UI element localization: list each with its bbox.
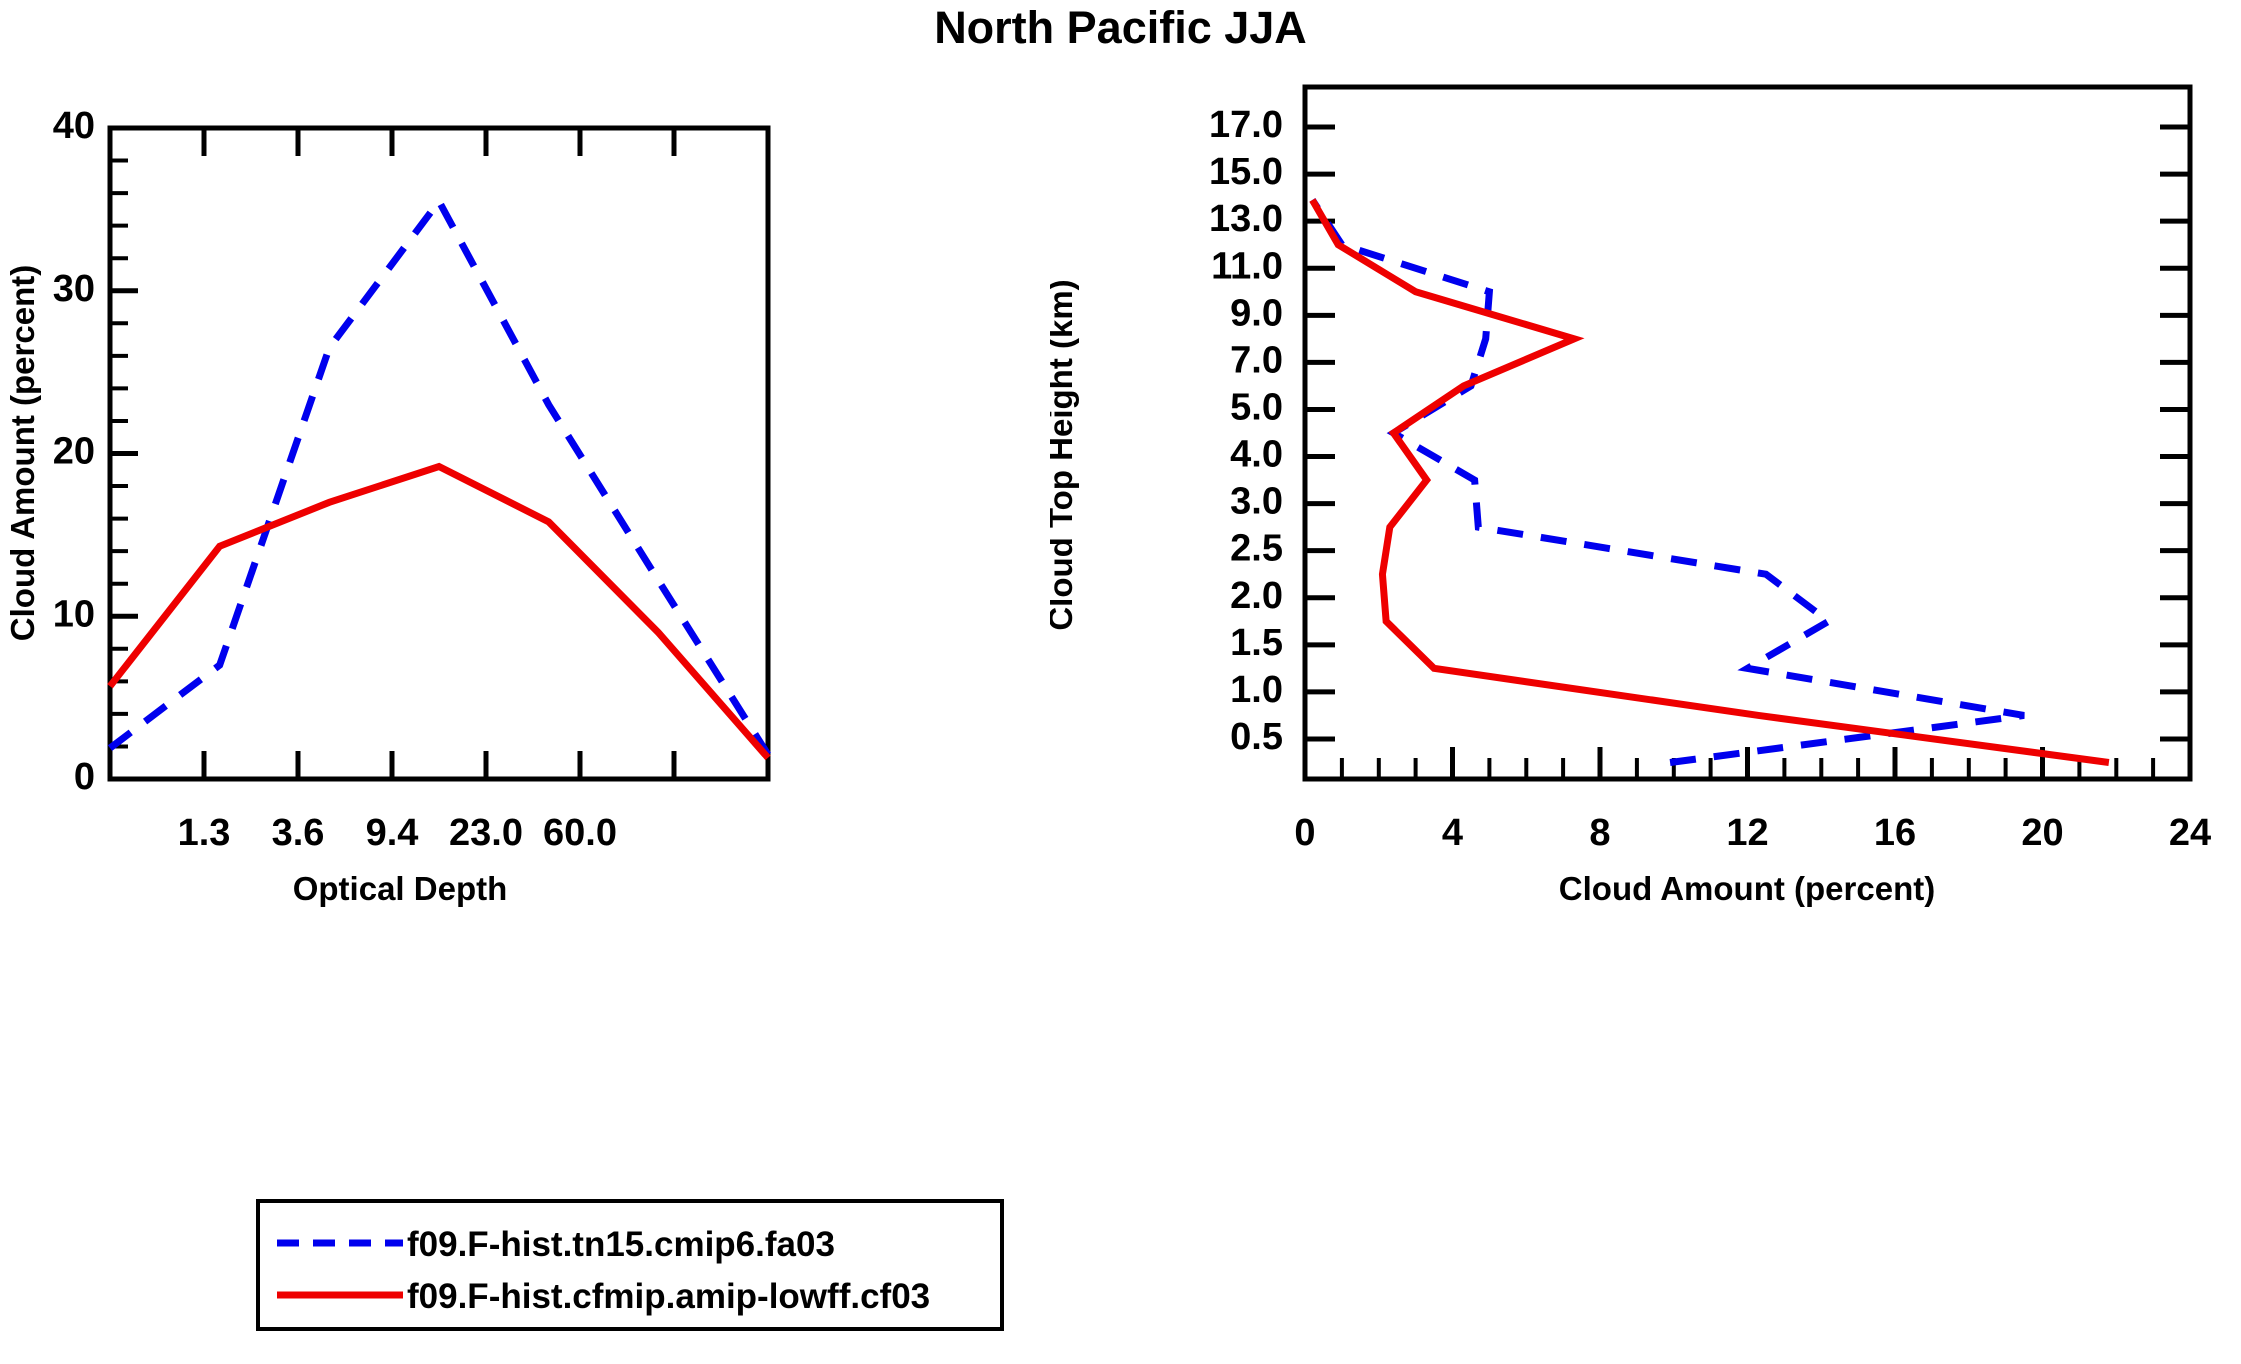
right-ytick-label-1: 1.0 — [1230, 669, 1283, 711]
right-ytick-label-11: 13.0 — [1209, 198, 1283, 240]
right-y-tick-labels: 0.5 1.0 1.5 2.0 2.5 3.0 4.0 5.0 7.0 9.0 11.0 13.0 15… — [1209, 104, 1283, 758]
series-line-model-b — [107, 462, 771, 761]
left-x-axis-title: Optical Depth — [293, 870, 508, 907]
legend-label-1: f09.F-hist.cfmip.amip-lowff.cf03 — [407, 1277, 930, 1316]
page-title: North Pacific JJA — [934, 2, 1307, 53]
left-ytick-20: 20 — [53, 431, 95, 473]
left-xtick-2: 3.6 — [272, 812, 325, 854]
left-ytick-0: 0 — [74, 756, 95, 798]
right-series-group — [1309, 198, 2110, 766]
right-xtick-20: 20 — [2021, 812, 2063, 854]
left-xtick-3: 9.4 — [366, 812, 419, 854]
left-chart-panel: 0 10 20 30 40 1.3 3.6 9.4 23.0 60.0 — [4, 105, 771, 907]
right-xtick-16: 16 — [1874, 812, 1916, 854]
right-ytick-label-13: 17.0 — [1209, 104, 1283, 146]
left-xtick-5: 60.0 — [543, 812, 617, 854]
series-line-model-b — [1309, 198, 2110, 766]
right-xtick-24: 24 — [2169, 812, 2211, 854]
left-series-group — [107, 194, 771, 761]
right-xtick-12: 12 — [1726, 812, 1768, 854]
right-ytick-label-6: 4.0 — [1230, 434, 1283, 476]
series-line-model-a — [1309, 198, 2025, 766]
legend-box — [256, 1199, 1004, 1331]
right-ytick-label-0: 0.5 — [1230, 716, 1283, 758]
left-ytick-30: 30 — [53, 268, 95, 310]
left-x-axis: 1.3 3.6 9.4 23.0 60.0 — [178, 128, 677, 854]
right-y-axis — [1305, 124, 2190, 742]
right-ytick-label-10: 11.0 — [1211, 245, 1283, 287]
legend-label-0: f09.F-hist.tn15.cmip6.fa03 — [407, 1225, 835, 1264]
right-xtick-0: 0 — [1294, 812, 1315, 854]
left-axis-frame — [107, 125, 771, 782]
right-ytick-label-4: 2.5 — [1230, 528, 1283, 570]
right-ytick-label-8: 7.0 — [1230, 339, 1283, 381]
series-line-model-a — [107, 194, 771, 757]
legend-item-1[interactable]: f09.F-hist.cfmip.amip-lowff.cf03 — [277, 1277, 930, 1316]
right-xtick-8: 8 — [1589, 812, 1610, 854]
left-ytick-10: 10 — [53, 593, 95, 635]
right-ytick-label-12: 15.0 — [1209, 151, 1283, 193]
left-xtick-4: 23.0 — [449, 812, 523, 854]
right-x-axis-title: Cloud Amount (percent) — [1559, 870, 1935, 907]
right-ytick-label-3: 2.0 — [1230, 575, 1283, 617]
right-x-axis: 0 4 8 12 16 20 24 — [1294, 747, 2211, 854]
legend-item-0[interactable]: f09.F-hist.tn15.cmip6.fa03 — [277, 1225, 835, 1264]
right-chart-panel: 0.5 1.0 1.5 2.0 2.5 3.0 4.0 5.0 7.0 9.0 11.0 13.0 15… — [1050, 84, 2211, 907]
right-xtick-4: 4 — [1442, 812, 1463, 854]
right-ytick-label-7: 5.0 — [1230, 386, 1283, 428]
left-ytick-40: 40 — [53, 105, 95, 147]
right-ytick-label-2: 1.5 — [1230, 622, 1283, 664]
left-xtick-1: 1.3 — [178, 812, 231, 854]
right-axis-frame — [1302, 84, 2193, 782]
right-ytick-label-5: 3.0 — [1230, 481, 1283, 523]
legend: f09.F-hist.tn15.cmip6.fa03 f09.F-hist.cf… — [256, 1199, 1004, 1331]
right-y-axis-title: Cloud Top Height (km) — [1050, 279, 1079, 630]
left-y-axis: 0 10 20 30 40 — [53, 105, 138, 798]
left-y-axis-title: Cloud Amount (percent) — [4, 265, 41, 641]
right-ytick-label-9: 9.0 — [1230, 292, 1283, 334]
